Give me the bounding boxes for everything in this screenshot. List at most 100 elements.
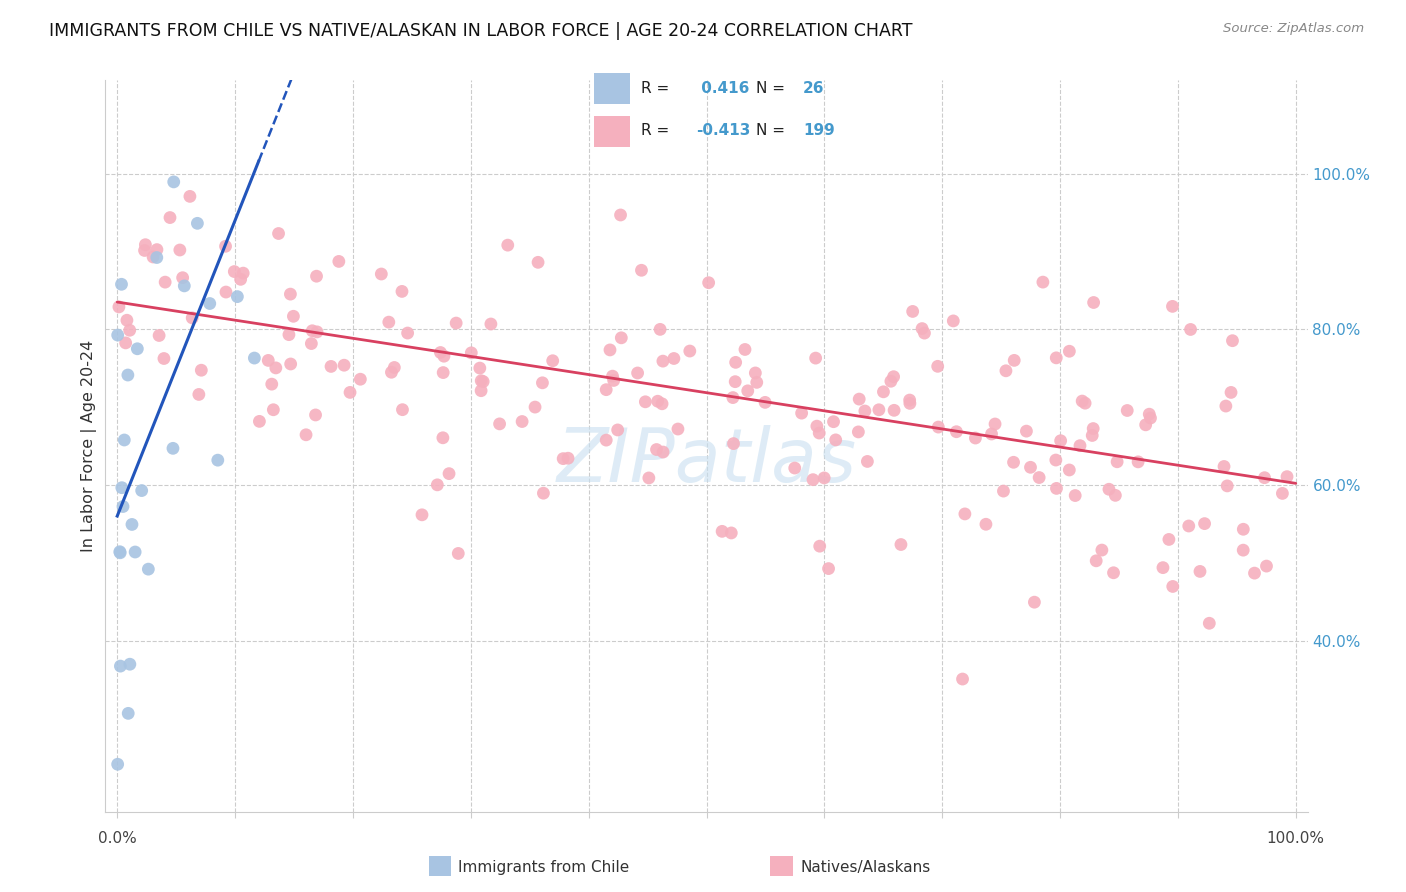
Point [1069, 439, 1091, 453]
Point [965, 431, 987, 445]
Point [679, 344, 702, 359]
Point [533, 486, 555, 500]
Point [723, 436, 745, 450]
Text: ZIPatlas: ZIPatlas [557, 425, 856, 497]
Point [1126, 455, 1149, 469]
Point [848, 392, 870, 406]
Point [745, 376, 768, 390]
Point [118, 657, 141, 672]
Point [131, 483, 153, 498]
Point [651, 354, 673, 368]
Point [226, 290, 249, 304]
Point [304, 408, 326, 422]
Text: 100.0%: 100.0% [1267, 831, 1324, 847]
Point [190, 363, 212, 377]
Point [391, 402, 413, 417]
Point [1102, 566, 1125, 580]
Point [901, 304, 924, 318]
Point [229, 272, 252, 286]
Text: 0.416: 0.416 [696, 80, 749, 95]
Point [911, 321, 934, 335]
Point [382, 360, 405, 375]
Point [148, 328, 170, 343]
Point [305, 269, 328, 284]
Point [1216, 479, 1239, 493]
Point [647, 394, 669, 409]
Point [898, 396, 921, 410]
Point [609, 208, 631, 222]
Point [1045, 453, 1067, 467]
Point [510, 415, 533, 429]
Point [1135, 417, 1157, 432]
Point [853, 404, 876, 418]
Point [488, 417, 510, 431]
Point [108, 545, 131, 559]
Point [1222, 334, 1244, 348]
Point [1256, 559, 1278, 574]
Point [801, 473, 824, 487]
Point [305, 325, 328, 339]
Point [1083, 295, 1105, 310]
Point [724, 375, 747, 389]
Point [396, 326, 419, 340]
Point [257, 353, 280, 368]
Point [606, 423, 628, 437]
Point [1188, 565, 1211, 579]
Point [186, 216, 208, 230]
Point [813, 471, 835, 485]
Point [1107, 455, 1129, 469]
Point [1045, 482, 1067, 496]
Point [142, 250, 165, 264]
Point [744, 366, 766, 380]
Point [1019, 460, 1042, 475]
Point [610, 331, 633, 345]
Point [146, 243, 169, 257]
Text: Source: ZipAtlas.com: Source: ZipAtlas.com [1223, 22, 1364, 36]
Point [524, 400, 547, 414]
Point [993, 484, 1015, 499]
Point [214, 239, 236, 253]
Point [890, 537, 912, 551]
Point [984, 417, 1007, 431]
Point [460, 346, 482, 360]
Point [181, 310, 204, 325]
Point [432, 366, 454, 380]
Point [1064, 489, 1087, 503]
Point [637, 471, 659, 485]
Point [1215, 399, 1237, 413]
Point [737, 384, 759, 398]
Point [437, 467, 460, 481]
Bar [595, 116, 630, 147]
Point [824, 433, 846, 447]
Point [883, 369, 905, 384]
Point [1071, 394, 1094, 409]
Point [1045, 351, 1067, 365]
Point [280, 357, 302, 371]
Point [1243, 566, 1265, 581]
Text: N =: N = [756, 80, 790, 95]
Point [1098, 482, 1121, 496]
Point [806, 419, 828, 434]
Point [1059, 463, 1081, 477]
Point [1091, 543, 1114, 558]
Point [243, 351, 266, 365]
Point [115, 313, 138, 327]
Point [790, 406, 813, 420]
Point [720, 525, 742, 540]
Text: -0.413: -0.413 [696, 123, 751, 138]
Point [912, 326, 935, 340]
Point [868, 402, 890, 417]
Point [117, 368, 139, 382]
Point [557, 451, 579, 466]
Point [172, 270, 194, 285]
Point [301, 324, 323, 338]
Point [848, 425, 870, 439]
Point [1220, 385, 1243, 400]
Text: Natives/Alaskans: Natives/Alaskans [800, 860, 931, 874]
Text: 0.0%: 0.0% [98, 831, 136, 847]
Point [264, 360, 287, 375]
Point [974, 517, 997, 532]
Point [121, 517, 143, 532]
Point [110, 277, 132, 292]
Point [721, 391, 744, 405]
